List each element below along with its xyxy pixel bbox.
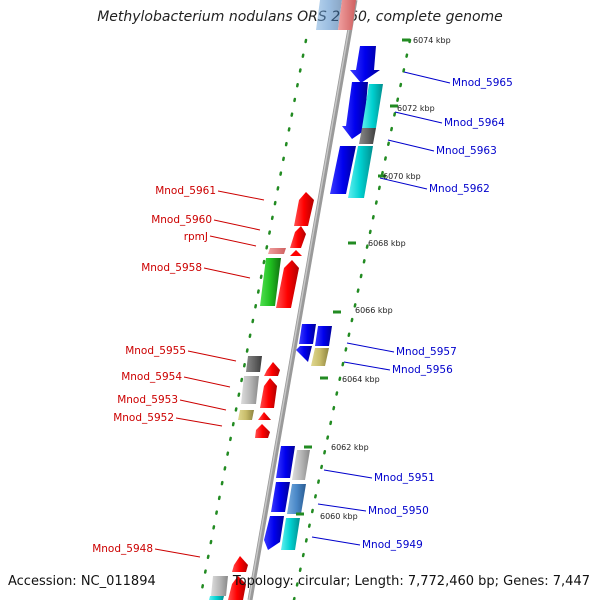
gene-block-mnod-5958 (260, 258, 299, 308)
gene-label: Mnod_5951 (374, 472, 435, 484)
gene-block-mnod-5962 (330, 146, 373, 198)
gene-label: Mnod_5963 (436, 145, 497, 157)
tick-label: 6060 kbp (320, 512, 358, 521)
gene-label: Mnod_5960 (151, 214, 212, 226)
gene-label: rpmJ (184, 231, 208, 243)
map-title: Methylobacterium nodulans ORS 2060, comp… (97, 9, 503, 25)
gene-block-top-partial (316, 0, 356, 30)
gene-label: Mnod_5950 (368, 505, 429, 517)
dotted-guide-left (198, 38, 308, 600)
gene-label: Mnod_5953 (117, 394, 178, 406)
tick-label: 6074 kbp (413, 36, 451, 45)
gene-label: Mnod_5962 (429, 183, 490, 195)
gene-block-mnod-5961 (294, 192, 314, 226)
gene-label: Mnod_5958 (141, 262, 202, 274)
gene-label: Mnod_5957 (396, 346, 457, 358)
gene-block-mnod-5949 (264, 516, 300, 550)
tick-label: 6070 kbp (383, 172, 421, 181)
gene-block-mnod-5951 (276, 446, 310, 480)
tick-label: 6064 kbp (342, 375, 380, 384)
genome-backbone-highlight (248, 0, 355, 600)
accession-text: Accession: NC_011894 (8, 574, 156, 589)
gene-block-mnod-5964 (342, 82, 383, 144)
gene-label: Mnod_5952 (113, 412, 174, 424)
left-label-leaders (154, 190, 265, 558)
gene-label: Mnod_5948 (92, 543, 153, 555)
gene-label: Mnod_5954 (121, 371, 182, 383)
gene-block-mnod-5957 (296, 324, 332, 362)
gene-block-mnod-5965 (350, 46, 380, 83)
tick-label: 6066 kbp (355, 306, 393, 315)
gene-label: Mnod_5965 (452, 77, 513, 89)
tick-label: 6062 kbp (331, 443, 369, 452)
gene-block-mnod-5956 (311, 348, 329, 366)
right-gene-labels: Mnod_5965 Mnod_5964 Mnod_5963 Mnod_5962 … (362, 77, 513, 551)
gene-label: Mnod_5949 (362, 539, 423, 551)
gene-block-rpmj (268, 248, 302, 256)
gene-block-mnod-5953 (238, 410, 271, 420)
dotted-guide-right (292, 38, 412, 600)
gene-block-mnod-5950 (271, 482, 306, 514)
gene-block-mnod-5952 (255, 424, 270, 438)
tick-label: 6068 kbp (368, 239, 406, 248)
gene-label: Mnod_5964 (444, 117, 505, 129)
gene-label: Mnod_5961 (155, 185, 216, 197)
genome-backbone (247, 0, 358, 600)
gene-block-mnod-5955 (246, 356, 280, 376)
tick-label: 6072 kbp (397, 104, 435, 113)
gene-block-mnod-5960 (290, 226, 306, 248)
scale-tick-labels: 6074 kbp 6072 kbp 6070 kbp 6068 kbp 6066… (320, 36, 451, 521)
gene-label: Mnod_5955 (125, 345, 186, 357)
gene-block-mnod-5948 (209, 556, 248, 600)
left-gene-labels: Mnod_5961 Mnod_5960 rpmJ Mnod_5958 Mnod_… (92, 185, 216, 555)
scale-ticks (296, 38, 410, 516)
genome-info-text: Topology: circular; Length: 7,772,460 bp… (232, 574, 590, 589)
gene-label: Mnod_5956 (392, 364, 453, 376)
right-label-leaders (311, 71, 451, 546)
gene-block-mnod-5954 (241, 376, 277, 408)
